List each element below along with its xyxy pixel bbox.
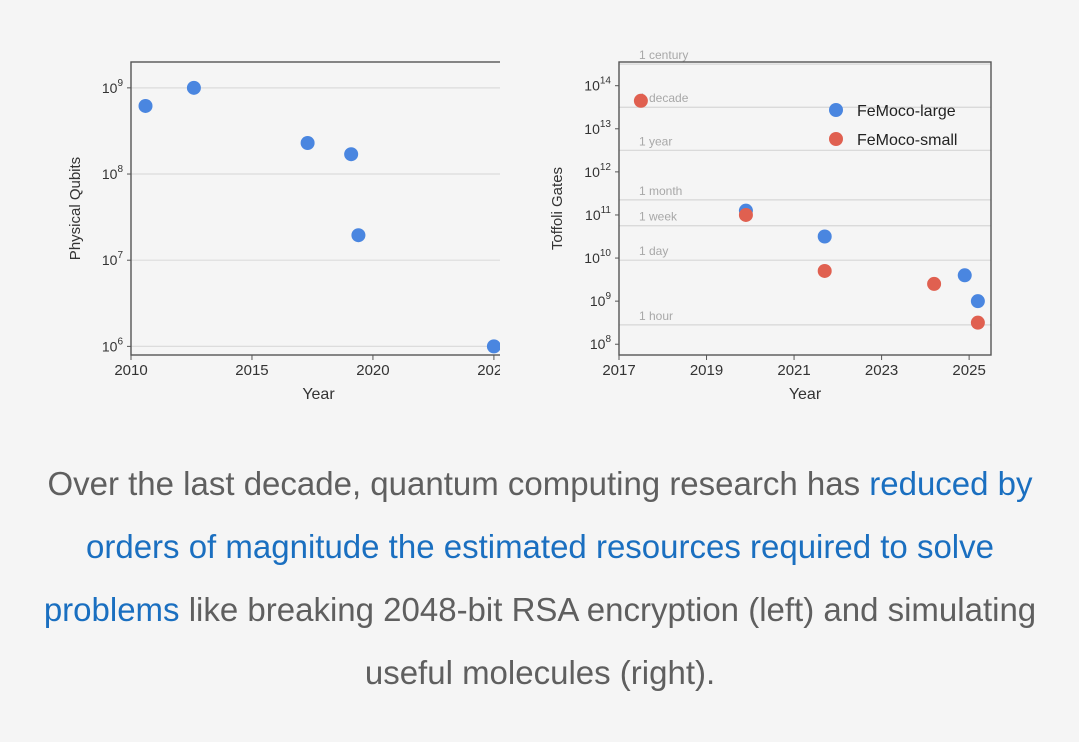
- y-tick-label: 108: [102, 164, 124, 182]
- y-tick-label: 106: [102, 336, 124, 354]
- caption: Over the last decade, quantum computing …: [40, 452, 1040, 704]
- caption-text-end: like breaking 2048-bit RSA encryption (l…: [179, 591, 1037, 691]
- caption-text-start: Over the last decade, quantum computing …: [47, 465, 870, 502]
- x-tick-label: 2010: [114, 362, 147, 379]
- reference-line-label: 1 hour: [639, 309, 673, 323]
- y-tick-label: 1011: [585, 205, 611, 223]
- data-point: [300, 136, 315, 151]
- data-point: [138, 98, 153, 113]
- x-tick-label: 2025: [477, 362, 500, 379]
- reference-line-label: 1 day: [639, 244, 668, 258]
- legend-marker: [829, 103, 843, 117]
- toffoli-gates-chart: 1 century 1 decade 1 year 1 month 1 week 1 da…: [549, 48, 992, 403]
- x-tick-label: 2019: [690, 362, 723, 379]
- x-tick-label: 2020: [356, 362, 389, 379]
- data-point: [633, 93, 648, 108]
- plot-frame: [618, 61, 992, 356]
- data-point: [817, 229, 832, 244]
- reference-line-label: 1 week: [639, 210, 678, 224]
- y-tick-label: 108: [590, 334, 612, 352]
- x-tick-label: 2015: [235, 362, 268, 379]
- data-point: [817, 263, 832, 278]
- y-tick-label: 109: [102, 78, 124, 96]
- reference-line-label: 1 year: [639, 134, 672, 148]
- y-tick-label: 1010: [584, 248, 611, 266]
- x-tick-label: 2021: [777, 362, 810, 379]
- data-point: [186, 80, 201, 95]
- x-tick-label: 2025: [952, 362, 985, 379]
- legend-label: FeMoco-large: [857, 103, 956, 120]
- y-tick-label: 1012: [584, 162, 611, 180]
- data-point: [970, 294, 985, 309]
- data-point: [486, 339, 500, 354]
- data-point: [957, 268, 972, 283]
- x-axis-label: Year: [789, 386, 822, 403]
- y-tick-label: 1013: [584, 119, 611, 137]
- x-axis-label: Year: [302, 386, 335, 403]
- reference-line-label: 1 decade: [639, 91, 689, 105]
- y-axis-label: Toffoli Gates: [549, 167, 566, 250]
- y-tick-label: 107: [102, 250, 124, 268]
- plot-frame: [130, 61, 500, 356]
- x-tick-label: 2017: [602, 362, 635, 379]
- data-point: [970, 315, 985, 330]
- x-tick-label: 2023: [865, 362, 898, 379]
- reference-line-label: 1 century: [639, 48, 688, 62]
- y-tick-label: 1014: [584, 76, 611, 94]
- legend-label: FeMoco-small: [857, 132, 957, 149]
- caption-link[interactable]: reduced by orders of magnitude the estim…: [43, 465, 1033, 628]
- y-tick-label: 109: [590, 291, 612, 309]
- physical-qubits-chart: 109 108 107 106 2010 2015 2020 2025 Year Physical…: [67, 61, 500, 403]
- data-point: [344, 147, 359, 162]
- data-point: [738, 207, 753, 222]
- y-axis-label: Physical Qubits: [67, 157, 84, 260]
- reference-line-label: 1 month: [639, 184, 682, 198]
- legend-marker: [829, 132, 843, 146]
- data-point: [351, 228, 366, 243]
- data-point: [927, 276, 942, 291]
